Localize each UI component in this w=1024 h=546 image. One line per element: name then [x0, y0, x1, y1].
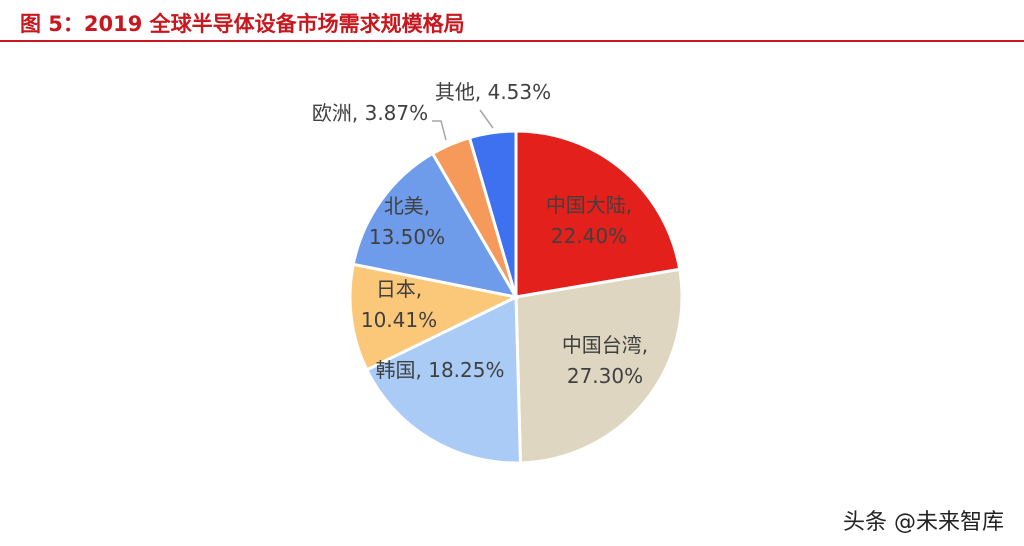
leader-line-europe — [432, 120, 447, 141]
leader-line-other — [479, 109, 494, 129]
data-label-north-america: 北美, 13.50% — [369, 194, 445, 249]
pie-slice-korea — [364, 294, 523, 465]
data-label-europe: 欧洲, 3.87% — [312, 101, 428, 125]
data-label-china-mainland: 中国大陆, 22.40% — [546, 193, 632, 248]
pie-slice-north-america — [351, 151, 519, 300]
data-label-china-taiwan: 中国台湾, 27.30% — [562, 333, 648, 388]
pie-slice-china-taiwan — [514, 267, 684, 465]
watermark: 头条 @未来智库 — [843, 510, 1004, 535]
pie-slice-japan — [348, 262, 521, 372]
data-label-korea: 韩国, 18.25% — [376, 358, 505, 382]
figure-header: 图 5：2019 全球半导体设备市场需求规模格局 — [0, 0, 1024, 42]
figure-title: 图 5：2019 全球半导体设备市场需求规模格局 — [20, 12, 465, 36]
pie-slice-china-mainland — [514, 129, 682, 299]
data-label-other: 其他, 4.53% — [435, 80, 551, 104]
pie-slice-other — [467, 129, 518, 298]
data-label-japan: 日本, 10.41% — [361, 277, 437, 332]
